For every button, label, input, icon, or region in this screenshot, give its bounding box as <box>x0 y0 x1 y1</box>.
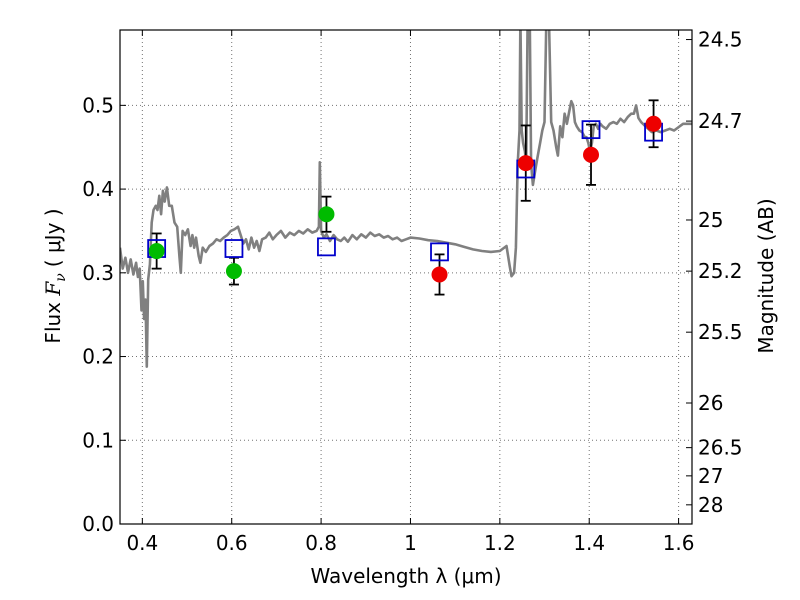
observed-optical-point <box>148 243 165 260</box>
model-photometry-square <box>224 239 244 258</box>
observed-optical-point <box>318 206 335 223</box>
x-tick-label: 0.4 <box>126 531 158 555</box>
y2-tick-label: 24.5 <box>698 28 743 52</box>
observed-optical-point <box>225 263 242 280</box>
y2-tick-label: 25 <box>698 208 723 232</box>
y2-tick-label: 28 <box>698 493 723 517</box>
y2-tick-label: 27 <box>698 464 723 488</box>
x-tick-label: 1 <box>404 531 417 555</box>
observed-nir-point <box>645 115 662 132</box>
model-photometry-square <box>430 242 449 262</box>
model-photometry-square <box>317 237 336 257</box>
label-layer: 0.4 0.6 0.8 1 1.2 1.4 1.6 0.0 0.1 0.2 0.3 0.4 0.5 24.… <box>82 28 742 555</box>
y-axis-label-subscript: ν <box>53 273 69 282</box>
tick-layer <box>120 30 692 525</box>
observed-nir-point <box>431 266 448 283</box>
x-axis-label: Wavelength λ (μm) <box>310 564 501 588</box>
y-tick-label: 0.5 <box>82 93 114 117</box>
x-tick-label: 0.6 <box>216 531 248 555</box>
y2-tick-label: 24.7 <box>698 109 743 133</box>
y-axis-label: Flux Fν ( μJy ) <box>41 208 69 343</box>
y-tick-label: 0.1 <box>82 428 114 452</box>
y2-tick-label: 26 <box>698 391 723 415</box>
y2-tick-label: 26.5 <box>698 436 743 460</box>
y2-axis-label: Magnitude (AB) <box>754 198 778 353</box>
model-photometry-square <box>581 120 601 140</box>
y-axis-label-suffix: ( μJy ) <box>41 208 65 267</box>
y2-tick-label: 25.5 <box>698 320 743 344</box>
observed-nir-point <box>583 146 600 163</box>
plot-frame <box>119 29 693 525</box>
x-tick-label: 0.8 <box>305 531 337 555</box>
marker-layer <box>147 99 663 296</box>
x-tick-label: 1.4 <box>573 531 605 555</box>
y-axis-label-prefix: Flux <box>41 296 65 344</box>
y-tick-label: 0.0 <box>82 512 114 536</box>
y-tick-label: 0.4 <box>82 177 114 201</box>
y-tick-label: 0.3 <box>82 261 114 285</box>
observed-nir-point <box>517 155 534 172</box>
y-tick-label: 0.2 <box>82 345 114 369</box>
x-tick-label: 1.6 <box>663 531 695 555</box>
y-axis-label-symbol: F <box>41 281 65 297</box>
y2-tick-label: 25.2 <box>698 259 743 283</box>
x-tick-label: 1.2 <box>484 531 516 555</box>
